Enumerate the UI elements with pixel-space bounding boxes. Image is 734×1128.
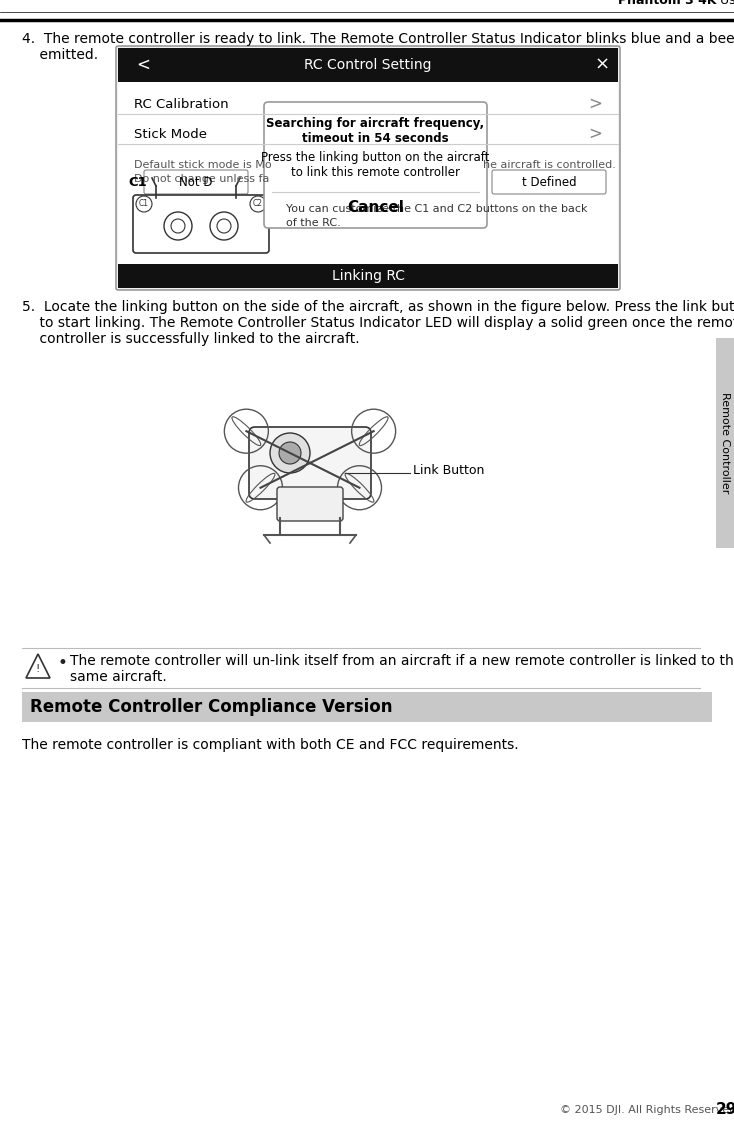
- FancyBboxPatch shape: [133, 195, 269, 253]
- Text: he aircraft is controlled.: he aircraft is controlled.: [483, 160, 616, 170]
- Text: !: !: [36, 664, 40, 675]
- Bar: [118, 49, 618, 82]
- Text: Remote Controller: Remote Controller: [720, 393, 730, 494]
- Text: 4.  The remote controller is ready to link. The Remote Controller Status Indicat: 4. The remote controller is ready to lin…: [22, 32, 734, 46]
- FancyBboxPatch shape: [144, 170, 248, 194]
- Text: of the RC.: of the RC.: [286, 218, 341, 228]
- Text: Cancel: Cancel: [347, 201, 404, 215]
- Text: C1: C1: [128, 176, 147, 190]
- Text: 5.  Locate the linking button on the side of the aircraft, as shown in the figur: 5. Locate the linking button on the side…: [22, 300, 734, 314]
- Text: t Defined: t Defined: [522, 176, 576, 188]
- Bar: [118, 264, 618, 288]
- Text: >: >: [588, 125, 602, 143]
- Text: Phantom 3 4K: Phantom 3 4K: [617, 0, 716, 7]
- Text: Press the linking button on the aircraft: Press the linking button on the aircraft: [261, 151, 490, 165]
- Text: Default stick mode is Mo: Default stick mode is Mo: [134, 160, 272, 170]
- Text: Do not change unless fa: Do not change unless fa: [134, 174, 269, 184]
- Text: controller is successfully linked to the aircraft.: controller is successfully linked to the…: [22, 332, 360, 346]
- Bar: [22, 691, 712, 722]
- Circle shape: [171, 219, 185, 233]
- FancyBboxPatch shape: [264, 102, 487, 228]
- FancyBboxPatch shape: [277, 487, 343, 521]
- Text: Linking RC: Linking RC: [332, 268, 404, 283]
- Text: ×: ×: [595, 56, 609, 74]
- Text: © 2015 DJI. All Rights Reserved.: © 2015 DJI. All Rights Reserved.: [560, 1105, 734, 1114]
- Text: same aircraft.: same aircraft.: [70, 670, 167, 684]
- Text: emitted.: emitted.: [22, 49, 98, 62]
- Circle shape: [217, 219, 231, 233]
- Text: >: >: [588, 95, 602, 113]
- Text: Remote Controller Compliance Version: Remote Controller Compliance Version: [30, 698, 393, 716]
- Text: 29: 29: [716, 1102, 734, 1118]
- FancyBboxPatch shape: [116, 46, 620, 290]
- Text: RC Calibration: RC Calibration: [134, 97, 228, 111]
- Text: Link Button: Link Button: [413, 465, 484, 477]
- Text: You can customize the C1 and C2 buttons on the back: You can customize the C1 and C2 buttons …: [286, 204, 587, 214]
- Bar: [118, 82, 618, 264]
- Text: •: •: [58, 654, 68, 672]
- Text: Searching for aircraft frequency,: Searching for aircraft frequency,: [266, 117, 484, 131]
- Bar: [716, 338, 734, 548]
- Circle shape: [279, 442, 301, 464]
- Text: <: <: [136, 56, 150, 74]
- Text: to link this remote controller: to link this remote controller: [291, 166, 460, 178]
- Text: Not D: Not D: [179, 176, 213, 188]
- Text: User Manual: User Manual: [716, 0, 734, 7]
- Text: Stick Mode: Stick Mode: [134, 127, 207, 141]
- Text: C1: C1: [139, 200, 149, 209]
- FancyBboxPatch shape: [249, 428, 371, 499]
- Text: C2: C2: [253, 200, 263, 209]
- Circle shape: [270, 433, 310, 473]
- Text: The remote controller is compliant with both CE and FCC requirements.: The remote controller is compliant with …: [22, 738, 519, 752]
- Text: timeout in 54 seconds: timeout in 54 seconds: [302, 132, 448, 144]
- Text: RC Control Setting: RC Control Setting: [305, 58, 432, 72]
- Text: to start linking. The Remote Controller Status Indicator LED will display a soli: to start linking. The Remote Controller …: [22, 316, 734, 331]
- FancyBboxPatch shape: [492, 170, 606, 194]
- Text: The remote controller will un-link itself from an aircraft if a new remote contr: The remote controller will un-link itsel…: [70, 654, 734, 668]
